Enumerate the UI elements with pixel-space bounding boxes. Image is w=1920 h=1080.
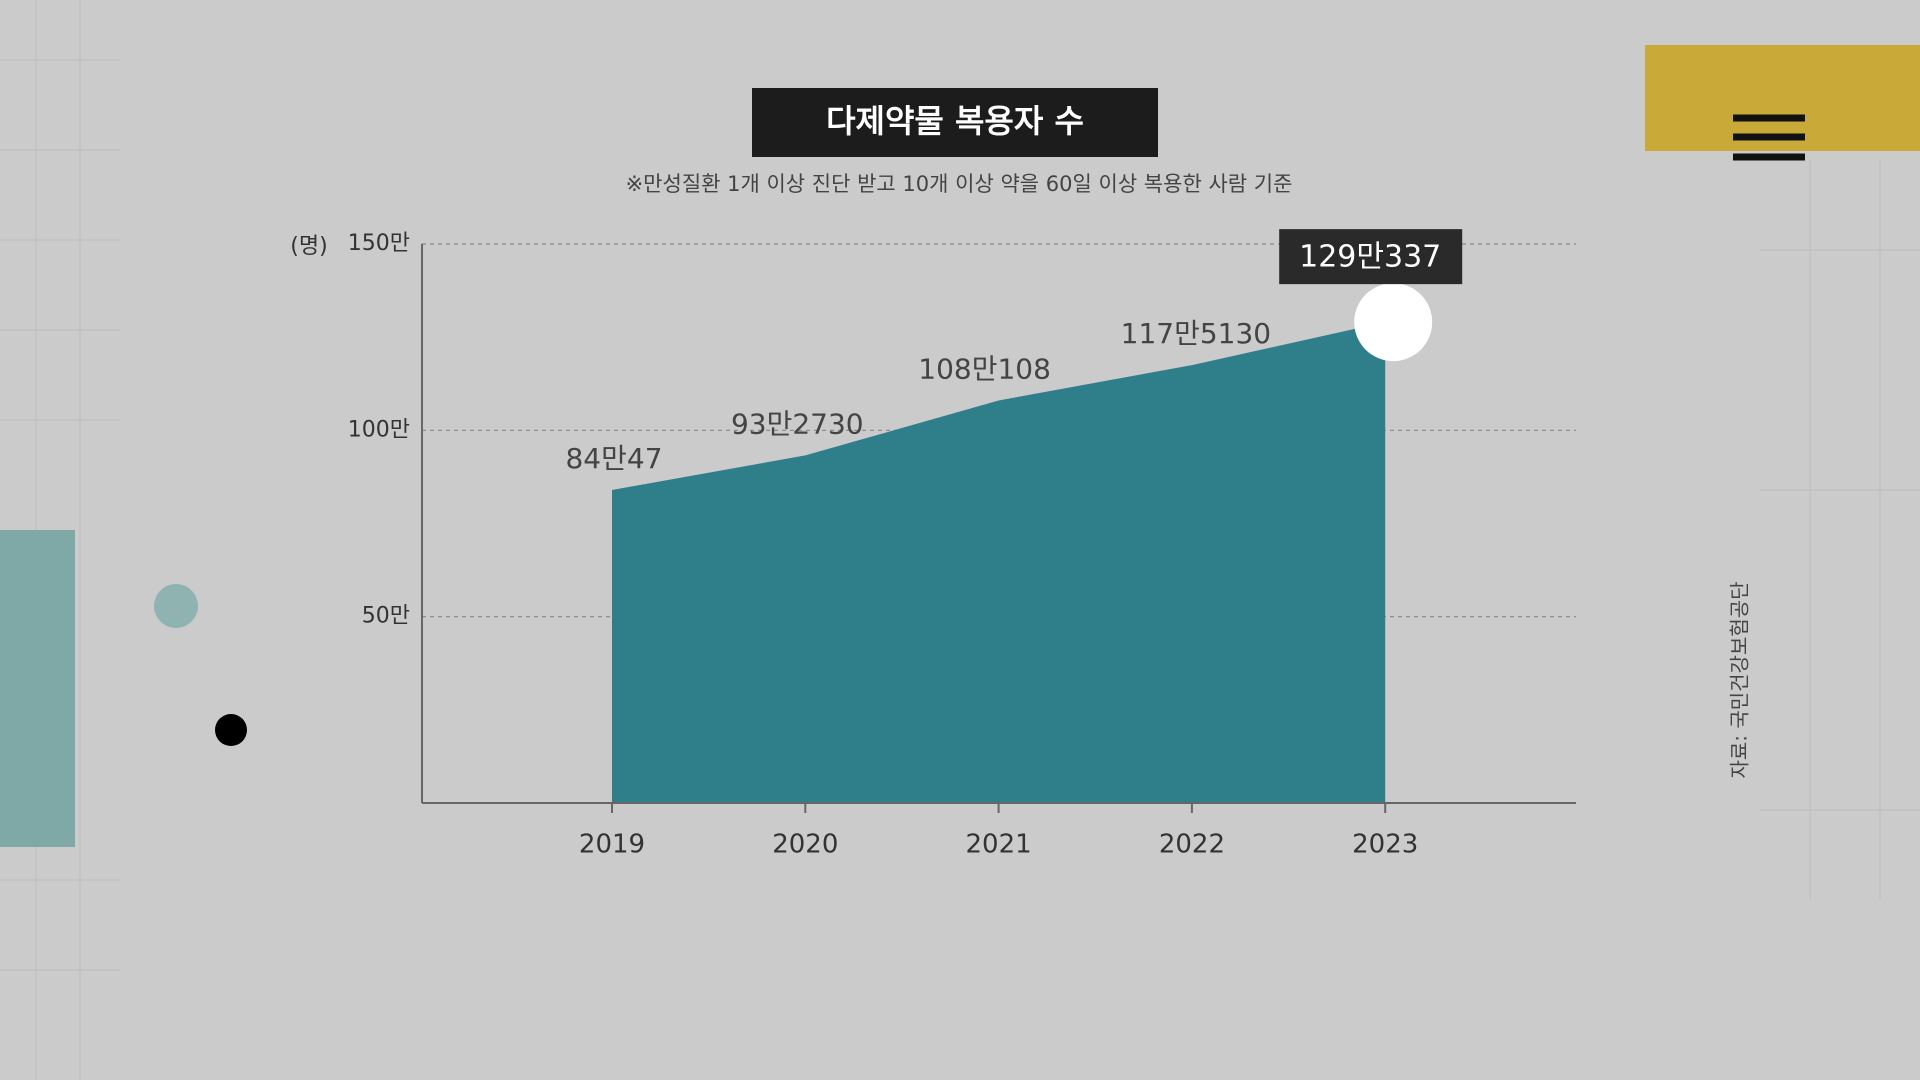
x-tick-label: 2022: [1159, 830, 1225, 860]
x-tick-label: 2020: [772, 830, 838, 860]
decor-dot: [215, 714, 247, 746]
decor-teal: [0, 530, 75, 847]
y-axis-label: (명): [290, 234, 327, 259]
area: [612, 322, 1386, 803]
value-label: 93만2730: [731, 407, 864, 440]
value-label-box: [1279, 229, 1463, 285]
y-tick-label: 50만: [362, 604, 410, 629]
x-tick-label: 2019: [579, 830, 645, 860]
highlight-point: [1354, 283, 1433, 362]
source: 자료: 국민건강보험공단: [1728, 581, 1752, 778]
value-label: 108만108: [918, 352, 1051, 385]
chart-title: 다제약물 복용자 수: [826, 102, 1084, 140]
x-tick-label: 2023: [1352, 830, 1418, 860]
value-label: 129만337: [1299, 240, 1441, 275]
decor-circle: [154, 584, 198, 628]
title-box: [752, 88, 1158, 157]
x-tick-label: 2021: [966, 830, 1032, 860]
y-tick-label: 150만: [348, 231, 410, 256]
decor-yellow: [1645, 45, 1920, 151]
y-tick-label: 100만: [348, 417, 410, 442]
menu-icon[interactable]: [1733, 114, 1805, 161]
value-label: 117만5130: [1121, 317, 1271, 350]
chart-subtitle: ※만성질환 1개 이상 진단 받고 10개 이상 약을 60일 이상 복용한 사…: [626, 172, 1293, 196]
value-label: 84만47: [565, 442, 662, 475]
